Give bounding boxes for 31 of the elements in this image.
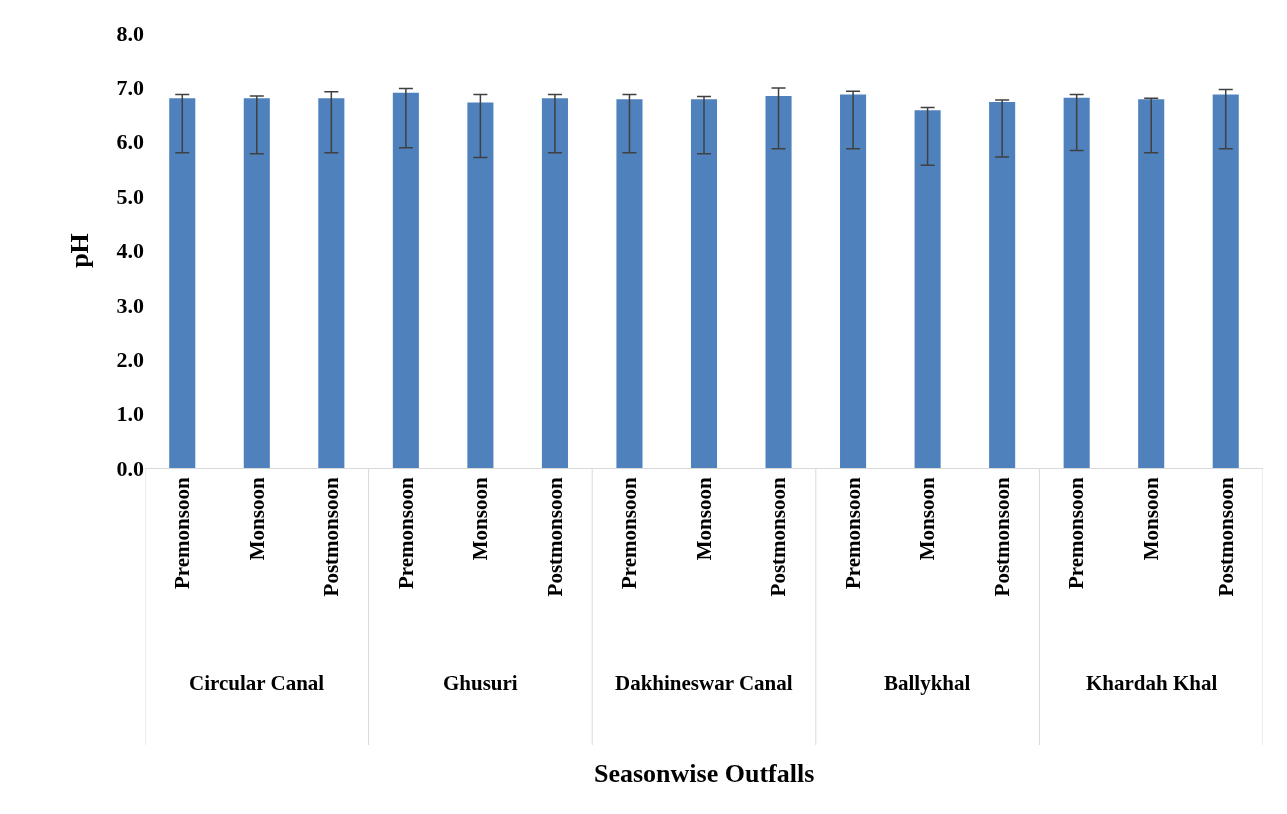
y-tick-label: 0.0 bbox=[116, 455, 144, 481]
y-tick-label: 4.0 bbox=[116, 238, 144, 264]
y-tick-label: 6.0 bbox=[116, 129, 144, 155]
x-tick-label: Premonsoon bbox=[840, 477, 865, 590]
y-tick-label: 3.0 bbox=[116, 292, 144, 318]
text: Khardah Khal bbox=[1086, 671, 1218, 695]
text: Dakhineswar Canal bbox=[615, 671, 793, 695]
x-tick-label: Monsoon bbox=[1139, 477, 1164, 561]
x-tick-label: Premonsoon bbox=[170, 477, 195, 590]
x-tick-label: Premonsoon bbox=[393, 477, 418, 590]
x-tick-label: Monsoon bbox=[244, 477, 269, 561]
y-tick-label: 2.0 bbox=[116, 346, 144, 372]
y-axis-title: pH bbox=[64, 233, 94, 268]
x-tick-label: Monsoon bbox=[691, 477, 716, 561]
x-tick-label: Monsoon bbox=[468, 477, 493, 561]
x-tick-label: Postmonsoon bbox=[989, 477, 1014, 597]
text: Seasonwise Outfalls bbox=[594, 759, 815, 788]
x-tick-label: Postmonsoon bbox=[542, 477, 567, 597]
x-tick-label: Premonsoon bbox=[1064, 477, 1089, 590]
x-tick-label: Monsoon bbox=[915, 477, 940, 561]
y-tick-label: 7.0 bbox=[116, 75, 144, 101]
y-tick-label: 5.0 bbox=[116, 183, 144, 209]
x-tick-label: Postmonsoon bbox=[766, 477, 791, 597]
x-tick-label: Postmonsoon bbox=[1213, 477, 1238, 597]
text: Circular Canal bbox=[189, 671, 325, 695]
x-tick-label: Postmonsoon bbox=[319, 477, 344, 597]
y-tick-label: 8.0 bbox=[116, 20, 144, 46]
text: Ghusuri bbox=[443, 671, 518, 695]
y-tick-label: 1.0 bbox=[116, 401, 144, 427]
text: Ballykhal bbox=[884, 671, 971, 695]
x-tick-label: Premonsoon bbox=[617, 477, 642, 590]
